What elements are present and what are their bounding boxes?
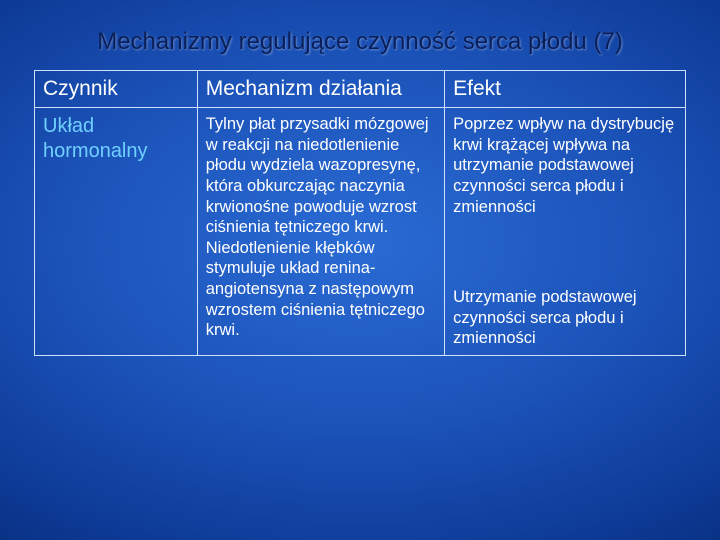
- col-header-effect: Efekt: [445, 71, 686, 108]
- effect-paragraph-1: Poprzez wpływ na dystrybucję krwi krążąc…: [453, 114, 677, 217]
- table-header-row: Czynnik Mechanizm działania Efekt: [35, 71, 686, 108]
- mechanism-paragraph-1: Tylny płat przysadki mózgowej w reakcji …: [206, 114, 436, 238]
- col-header-mechanism: Mechanizm działania: [197, 71, 444, 108]
- effect-paragraph-2: Utrzymanie podstawowej czynności serca p…: [453, 287, 677, 349]
- slide-title: Mechanizmy regulujące czynność serca pło…: [34, 28, 686, 56]
- mechanisms-table: Czynnik Mechanizm działania Efekt Układ …: [34, 70, 686, 356]
- table-row: Układ hormonalny Tylny płat przysadki mó…: [35, 108, 686, 356]
- cell-factor: Układ hormonalny: [35, 108, 198, 356]
- mechanism-paragraph-2: Niedotlenienie kłębków stymuluje układ r…: [206, 238, 436, 341]
- cell-effect: Poprzez wpływ na dystrybucję krwi krążąc…: [445, 108, 686, 356]
- cell-mechanism: Tylny płat przysadki mózgowej w reakcji …: [197, 108, 444, 356]
- col-header-factor: Czynnik: [35, 71, 198, 108]
